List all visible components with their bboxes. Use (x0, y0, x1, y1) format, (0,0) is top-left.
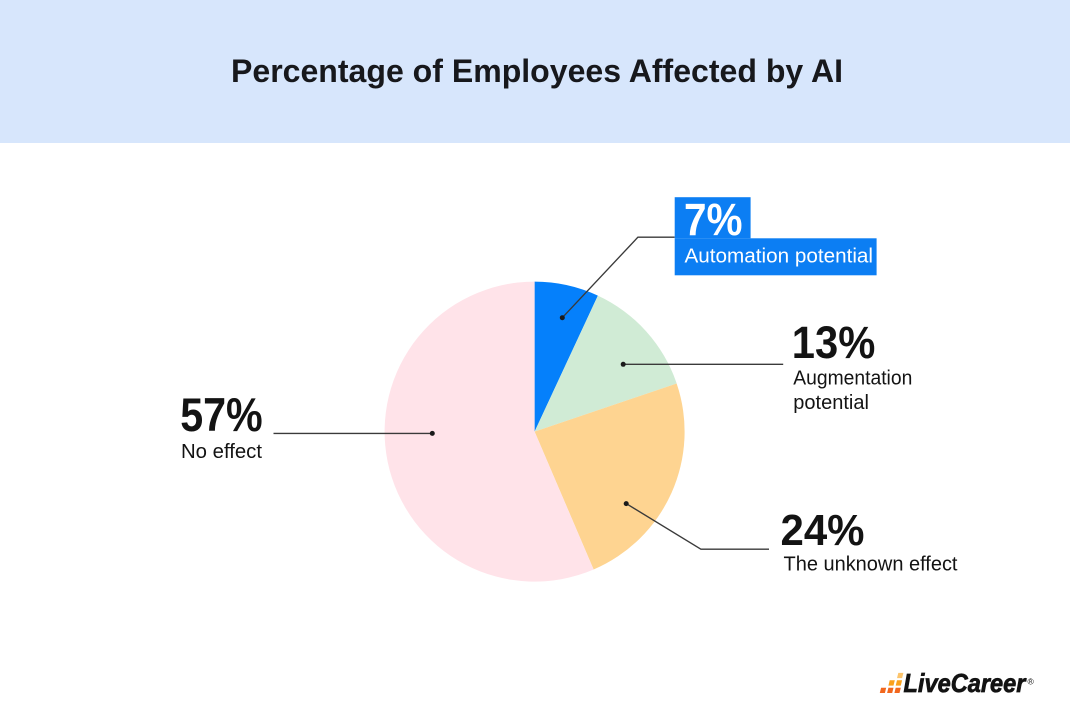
svg-text:Augmentation: Augmentation (793, 367, 912, 389)
svg-text:24%: 24% (781, 507, 865, 555)
svg-text:potential: potential (793, 392, 869, 414)
svg-text:13%: 13% (792, 317, 876, 368)
svg-text:LiveCareer: LiveCareer (904, 670, 1028, 698)
svg-text:®: ® (1028, 677, 1035, 687)
svg-text:Automation potential: Automation potential (685, 245, 874, 267)
svg-text:No effect: No effect (181, 441, 262, 463)
svg-text:The unknown effect: The unknown effect (784, 554, 958, 576)
svg-text:57%: 57% (180, 389, 263, 442)
svg-text:Percentage of Employees Affect: Percentage of Employees Affected by AI (231, 53, 843, 89)
svg-text:7%: 7% (684, 194, 743, 245)
